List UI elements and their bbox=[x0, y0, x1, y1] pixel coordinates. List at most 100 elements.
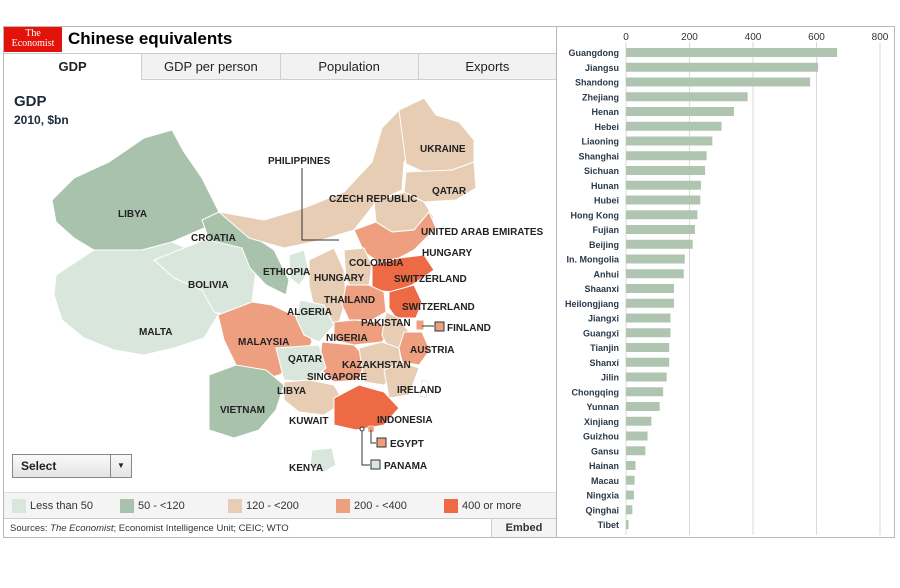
bar[interactable] bbox=[626, 446, 646, 456]
tab-gdp[interactable]: GDP bbox=[4, 54, 142, 80]
bar[interactable] bbox=[626, 461, 636, 470]
bar[interactable] bbox=[626, 357, 670, 367]
bar[interactable] bbox=[626, 195, 701, 205]
bar[interactable] bbox=[626, 225, 695, 234]
x-tick-label: 600 bbox=[808, 32, 825, 43]
x-tick-label: 0 bbox=[623, 32, 629, 43]
bar[interactable] bbox=[626, 402, 660, 411]
region-henan[interactable] bbox=[341, 284, 387, 321]
tab-population[interactable]: Population bbox=[279, 54, 418, 80]
bar[interactable] bbox=[626, 121, 722, 131]
region-fujian[interactable] bbox=[383, 361, 420, 399]
category-label: Hubei bbox=[594, 196, 619, 206]
map-label: ALGERIA bbox=[287, 307, 332, 318]
category-label: Guizhou bbox=[583, 432, 619, 442]
tab-gdp-per-person[interactable]: GDP per person bbox=[141, 54, 280, 80]
region-hainan[interactable] bbox=[309, 447, 337, 474]
category-labels: Guangdong Jiangsu Shandong Zhejiang Henan Heb… bbox=[565, 48, 620, 530]
region-heilongjiang[interactable] bbox=[398, 97, 475, 173]
legend-item: 400 or more bbox=[444, 499, 544, 513]
x-tick-label: 800 bbox=[872, 32, 889, 43]
bar[interactable] bbox=[626, 151, 707, 161]
bar[interactable] bbox=[626, 210, 698, 220]
bar[interactable] bbox=[626, 284, 674, 293]
region-ningxia[interactable] bbox=[288, 249, 310, 286]
region-hebei[interactable] bbox=[353, 211, 437, 263]
category-label: Zhejiang bbox=[582, 92, 619, 102]
legend-item: 200 - <400 bbox=[336, 499, 436, 513]
bar[interactable] bbox=[626, 180, 701, 190]
map-label: HUNGARY bbox=[422, 248, 473, 259]
category-label: Shanxi bbox=[589, 358, 619, 368]
category-label: Heilongjiang bbox=[565, 299, 619, 309]
legend-label: 50 - <120 bbox=[138, 500, 185, 512]
tab-exports[interactable]: Exports bbox=[417, 54, 556, 80]
category-label: Shaanxi bbox=[584, 284, 619, 294]
region-yunnan[interactable] bbox=[208, 364, 285, 439]
tab-bar: GDP GDP per person Population Exports bbox=[4, 53, 556, 81]
category-label: Jiangxi bbox=[588, 314, 619, 324]
category-label: Sichuan bbox=[584, 166, 619, 176]
region-hong-kong[interactable] bbox=[367, 425, 375, 433]
region-guizhou[interactable] bbox=[275, 344, 327, 383]
bar[interactable] bbox=[626, 372, 667, 382]
chevron-down-icon[interactable]: ▼ bbox=[110, 455, 131, 477]
sources-note: Sources: The Economist; Economist Intell… bbox=[10, 523, 289, 534]
economist-logo: The Economist bbox=[4, 27, 62, 52]
category-label: Macau bbox=[591, 476, 619, 486]
bar[interactable] bbox=[626, 136, 713, 146]
region-jiangsu[interactable] bbox=[388, 284, 423, 319]
bar[interactable] bbox=[626, 298, 674, 308]
bar[interactable] bbox=[626, 343, 670, 352]
legend-item: Less than 50 bbox=[12, 499, 112, 513]
bar[interactable] bbox=[626, 62, 819, 72]
bar[interactable] bbox=[626, 475, 635, 485]
panel-divider bbox=[556, 26, 557, 538]
region-shanghai[interactable] bbox=[415, 319, 425, 331]
bar[interactable] bbox=[626, 92, 748, 102]
bar[interactable] bbox=[626, 520, 629, 529]
region-select[interactable]: Select ▼ bbox=[12, 454, 132, 478]
category-label: Jiangsu bbox=[585, 63, 619, 73]
bar[interactable] bbox=[626, 269, 684, 279]
map-label: ETHIOPIA bbox=[263, 267, 310, 278]
region-chongqing[interactable] bbox=[295, 299, 335, 343]
bar[interactable] bbox=[626, 328, 671, 338]
category-label: In. Mongolia bbox=[567, 255, 620, 265]
leader-panama bbox=[361, 430, 370, 466]
legend-swatch bbox=[228, 499, 242, 513]
legend: Less than 50 50 - <120 120 - <200 200 - … bbox=[4, 492, 556, 519]
map-label: QATAR bbox=[432, 186, 467, 197]
bar[interactable] bbox=[626, 107, 734, 116]
sources-prefix: Sources: bbox=[10, 523, 51, 534]
bar[interactable] bbox=[626, 490, 634, 500]
map-subtitle: 2010, $bn bbox=[14, 113, 69, 127]
bar[interactable] bbox=[626, 166, 706, 175]
logo-line1: The bbox=[25, 28, 41, 39]
widget-frame bbox=[3, 26, 895, 538]
legend-label: 120 - <200 bbox=[246, 500, 299, 512]
map-label: PHILIPPINES bbox=[268, 156, 331, 167]
bar[interactable] bbox=[626, 431, 648, 441]
category-label: Hong Kong bbox=[571, 210, 620, 220]
category-label: Hunan bbox=[591, 181, 619, 191]
region-guangdong[interactable] bbox=[333, 384, 400, 431]
bar[interactable] bbox=[626, 254, 685, 264]
bar[interactable] bbox=[626, 387, 664, 397]
legend-item: 120 - <200 bbox=[228, 499, 328, 513]
bar[interactable] bbox=[626, 416, 652, 426]
map-label: IRELAND bbox=[397, 385, 441, 396]
bar[interactable] bbox=[626, 239, 693, 249]
category-label: Chongqing bbox=[572, 387, 619, 397]
category-label: Guangxi bbox=[583, 328, 619, 338]
bar[interactable] bbox=[626, 313, 671, 323]
region-xinjiang[interactable] bbox=[51, 129, 220, 251]
legend-label: 400 or more bbox=[462, 500, 522, 512]
bar[interactable] bbox=[626, 48, 838, 57]
map-label: UNITED ARAB EMIRATES bbox=[421, 227, 544, 238]
province-bar-chart: 0 200 400 600 800 Guangdong Jiangsu Shandong Zh… bbox=[565, 32, 889, 535]
embed-button[interactable]: Embed bbox=[491, 519, 556, 537]
bar[interactable] bbox=[626, 77, 811, 87]
map-label: KUWAIT bbox=[289, 416, 328, 427]
bar[interactable] bbox=[626, 505, 633, 515]
